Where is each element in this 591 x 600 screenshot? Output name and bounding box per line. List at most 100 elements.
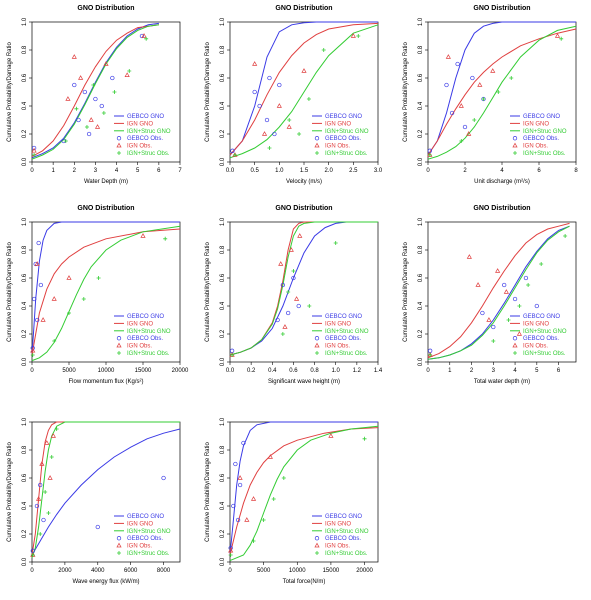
data-point-4 xyxy=(491,324,496,330)
legend-marker-4 xyxy=(314,136,320,141)
legend-label: GEBCO GNO xyxy=(127,114,164,120)
plot-frame xyxy=(427,221,577,363)
data-point-6 xyxy=(96,276,101,280)
legend-label: IGN+Struc GNO xyxy=(127,329,171,335)
data-point-6 xyxy=(280,332,285,336)
x-tick-label: 0.4 xyxy=(268,368,277,374)
data-point-6 xyxy=(333,241,338,245)
data-point-6 xyxy=(286,290,291,294)
legend-marker-6 xyxy=(513,351,517,355)
data-point-6 xyxy=(144,36,149,41)
chart-velocity: GNO Distribution 0.0 0.5 1.0 1.5 2.0 2.5 3.0 0.0… xyxy=(205,5,383,185)
series-line-3 xyxy=(427,225,570,360)
chart-title: GNO Distribution xyxy=(77,205,134,212)
panel-total-water-depth: GNO Distribution 0 1 2 3 4 5 6 0.0 0.2 0.4 0.6 0.8 1.… xyxy=(396,200,582,396)
data-point-5 xyxy=(51,296,57,301)
data-point-5 xyxy=(516,331,523,336)
y-tick-label: 1.0 xyxy=(22,217,28,226)
x-axis-label: Total water depth (m) xyxy=(474,379,530,385)
x-tick-label: 2.5 xyxy=(349,168,358,174)
y-tick-label: 0.4 xyxy=(418,101,424,110)
x-tick-label: 20000 xyxy=(356,568,373,574)
x-tick-label: 0 xyxy=(30,368,34,374)
data-point-4 xyxy=(86,131,92,137)
panel-velocity: GNO Distribution 0.0 0.5 1.0 1.5 2.0 2.5 3.0 0.0… xyxy=(198,0,384,196)
y-tick-label: 0.0 xyxy=(22,357,28,366)
data-point-6 xyxy=(496,90,501,94)
data-point-4 xyxy=(285,310,291,316)
data-point-6 xyxy=(563,234,568,238)
legend-marker-5 xyxy=(512,342,518,348)
x-tick-label: 0.5 xyxy=(250,168,259,174)
data-point-5 xyxy=(278,261,284,266)
legend-label: IGN+Struc Obs. xyxy=(127,551,170,557)
data-point-4 xyxy=(444,82,449,88)
chart-wave-energy-flux: 0 2000 4000 6000 8000 0.0 0.2 0.4 0.6 0.8 1.0 Wave … xyxy=(7,417,181,585)
legend-label: IGN GNO xyxy=(325,321,351,327)
panel-total-force: 0 5000 10000 15000 20000 0.0 0.2 0.4 0.6 0.8 1.0 To… xyxy=(198,400,384,596)
legend-label: GEBCO GNO xyxy=(325,114,362,120)
chart-title: GNO Distribution xyxy=(275,5,332,12)
y-tick-label: 0.2 xyxy=(418,329,424,338)
data-point-5 xyxy=(350,33,356,38)
x-tick-label: 1.5 xyxy=(300,168,309,174)
data-point-6 xyxy=(38,532,43,536)
data-point-4 xyxy=(480,310,485,316)
legend-label: IGN Obs. xyxy=(127,344,152,350)
data-point-4 xyxy=(237,482,243,488)
series-line-1 xyxy=(229,21,378,156)
data-point-4 xyxy=(252,89,257,95)
y-tick-label: 0.4 xyxy=(22,301,28,310)
data-point-4 xyxy=(275,317,280,323)
x-tick-label: 0.0 xyxy=(226,368,235,374)
data-point-6 xyxy=(291,269,296,273)
x-tick-label: 5000 xyxy=(257,568,271,574)
data-point-4 xyxy=(455,61,460,67)
series-line-2 xyxy=(31,24,159,157)
data-point-4 xyxy=(523,275,529,281)
data-point-5 xyxy=(466,131,472,136)
y-axis-label: Cumulative Probability/Damage Ratio xyxy=(7,441,13,541)
y-tick-label: 0.6 xyxy=(220,473,226,482)
legend-label: IGN+Struc Obs. xyxy=(127,351,170,357)
data-point-4 xyxy=(235,517,241,523)
y-tick-label: 0.2 xyxy=(220,129,226,138)
data-point-6 xyxy=(30,553,35,557)
legend-marker-6 xyxy=(117,551,121,555)
y-axis-label: Cumulative Probability/Damage Ratio xyxy=(7,41,13,141)
data-point-5 xyxy=(47,475,53,480)
legend-label: IGN GNO xyxy=(325,521,351,527)
data-point-4 xyxy=(264,117,270,123)
y-axis-label: Cumulative Probability/Damage Ratio xyxy=(7,241,13,341)
x-tick-label: 0 xyxy=(426,368,430,374)
legend-marker-6 xyxy=(117,151,121,155)
y-tick-label: 0.0 xyxy=(220,557,226,566)
x-tick-label: 0.2 xyxy=(247,368,256,374)
data-point-4 xyxy=(139,33,145,39)
data-point-4 xyxy=(272,131,277,137)
data-point-5 xyxy=(140,233,146,238)
legend-label: IGN Obs. xyxy=(127,144,152,150)
x-axis-label: Unit discharge (m²/s) xyxy=(474,179,530,185)
legend-label: IGN Obs. xyxy=(325,544,350,550)
x-tick-label: 8000 xyxy=(157,568,171,574)
data-point-4 xyxy=(230,148,235,153)
y-axis-label: Cumulative Probability/Damage Ratio xyxy=(205,441,211,541)
data-point-5 xyxy=(486,317,492,322)
y-tick-label: 1.0 xyxy=(418,217,424,226)
x-tick-label: 8 xyxy=(574,168,578,174)
data-point-6 xyxy=(230,353,235,357)
series-line-3 xyxy=(229,24,379,159)
legend-label: GEBCO Obs. xyxy=(127,536,163,542)
data-point-4 xyxy=(32,296,37,302)
legend-marker-4 xyxy=(116,136,122,141)
data-point-6 xyxy=(321,48,326,52)
legend-label: IGN+Struc Obs. xyxy=(127,151,170,157)
data-point-5 xyxy=(78,75,84,80)
data-point-5 xyxy=(39,461,45,466)
chart-total-force: 0 5000 10000 15000 20000 0.0 0.2 0.4 0.6 0.8 1.0 To… xyxy=(205,417,379,585)
legend-label: IGN+Struc Obs. xyxy=(523,351,566,357)
data-point-5 xyxy=(294,296,300,301)
data-point-5 xyxy=(31,147,37,153)
x-tick-label: 0.0 xyxy=(226,168,235,174)
